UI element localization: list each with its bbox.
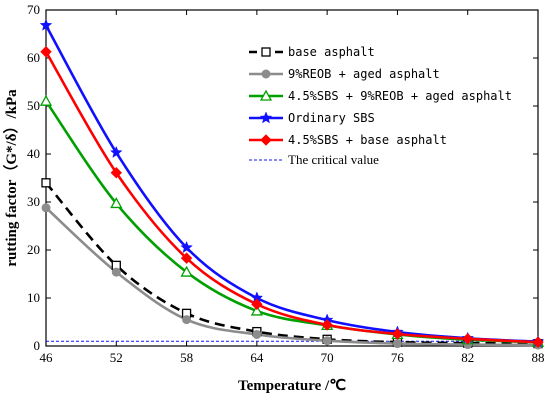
x-tick-label: 70 bbox=[321, 350, 334, 365]
legend-label-0: base asphalt bbox=[288, 45, 375, 59]
y-axis-title: rutting factor（G*/δ）/kPa bbox=[2, 89, 20, 267]
series-4-point-7 bbox=[532, 336, 544, 348]
series-4-point-4 bbox=[321, 319, 333, 331]
series-line-1 bbox=[45, 206, 539, 347]
legend-marker-2 bbox=[259, 89, 273, 101]
series-3-point-2 bbox=[180, 240, 193, 254]
series-4-point-1 bbox=[110, 167, 122, 179]
series-line-0 bbox=[45, 181, 539, 345]
series-1-point-2 bbox=[182, 315, 192, 325]
x-axis-title: Temperature /℃ bbox=[238, 378, 346, 394]
legend: base asphalt 9%REOB + aged asphalt 4.5%SBS… bbox=[249, 45, 512, 167]
series-markers bbox=[39, 18, 545, 350]
y-tick-label: 20 bbox=[27, 242, 40, 257]
legend-marker-1 bbox=[261, 69, 271, 79]
y-tick-label: 50 bbox=[27, 98, 40, 113]
legend-label-critical: The critical value bbox=[288, 152, 379, 167]
x-tick-label: 46 bbox=[40, 350, 54, 365]
series-2-point-0 bbox=[39, 94, 53, 106]
series-4-point-0 bbox=[40, 46, 52, 58]
series-0-point-0 bbox=[41, 178, 51, 188]
x-tick-label: 82 bbox=[461, 350, 474, 365]
series-1-point-0 bbox=[41, 203, 51, 213]
series-1-point-3 bbox=[252, 329, 262, 339]
x-tick-label: 88 bbox=[532, 350, 545, 365]
series-1-point-5 bbox=[392, 339, 402, 349]
series-4-point-5 bbox=[391, 328, 404, 340]
legend-label-3: Ordinary SBS bbox=[288, 111, 375, 125]
y-tick-label: 0 bbox=[34, 338, 41, 353]
x-tick-label: 52 bbox=[110, 350, 123, 365]
legend-marker-3 bbox=[259, 111, 273, 124]
y-tick-label: 70 bbox=[27, 2, 40, 17]
series-1-point-4 bbox=[322, 336, 332, 346]
series-3-point-0 bbox=[39, 18, 53, 31]
series-2-point-2 bbox=[180, 265, 193, 277]
legend-marker-0 bbox=[261, 47, 271, 57]
legend-marker-4 bbox=[260, 134, 272, 146]
series-3-point-1 bbox=[109, 145, 123, 158]
series-1-point-1 bbox=[111, 267, 121, 277]
series-2-point-3 bbox=[250, 304, 263, 316]
plot-area-frame bbox=[45, 9, 539, 347]
y-tick-label: 40 bbox=[27, 146, 40, 161]
series-4-point-6 bbox=[462, 333, 474, 345]
y-tick-label: 30 bbox=[27, 194, 40, 209]
legend-label-2: 4.5%SBS + 9%REOB + aged asphalt bbox=[288, 89, 512, 103]
series-4-point-2 bbox=[180, 252, 193, 264]
series-4-point-3 bbox=[251, 298, 263, 310]
y-tick-label: 10 bbox=[27, 290, 40, 305]
legend-label-1: 9%REOB + aged asphalt bbox=[288, 67, 440, 81]
series-2-point-1 bbox=[110, 197, 123, 209]
y-tick-label: 60 bbox=[27, 50, 40, 65]
y-tick-labels: 0 10 20 30 40 50 60 70 bbox=[27, 2, 40, 353]
x-tick-label: 76 bbox=[391, 350, 405, 365]
legend-label-4: 4.5%SBS + base asphalt bbox=[288, 133, 447, 147]
x-tick-labels: 46 52 58 64 70 76 82 88 bbox=[40, 350, 545, 365]
x-tick-label: 58 bbox=[180, 350, 193, 365]
x-tick-label: 64 bbox=[250, 350, 264, 365]
